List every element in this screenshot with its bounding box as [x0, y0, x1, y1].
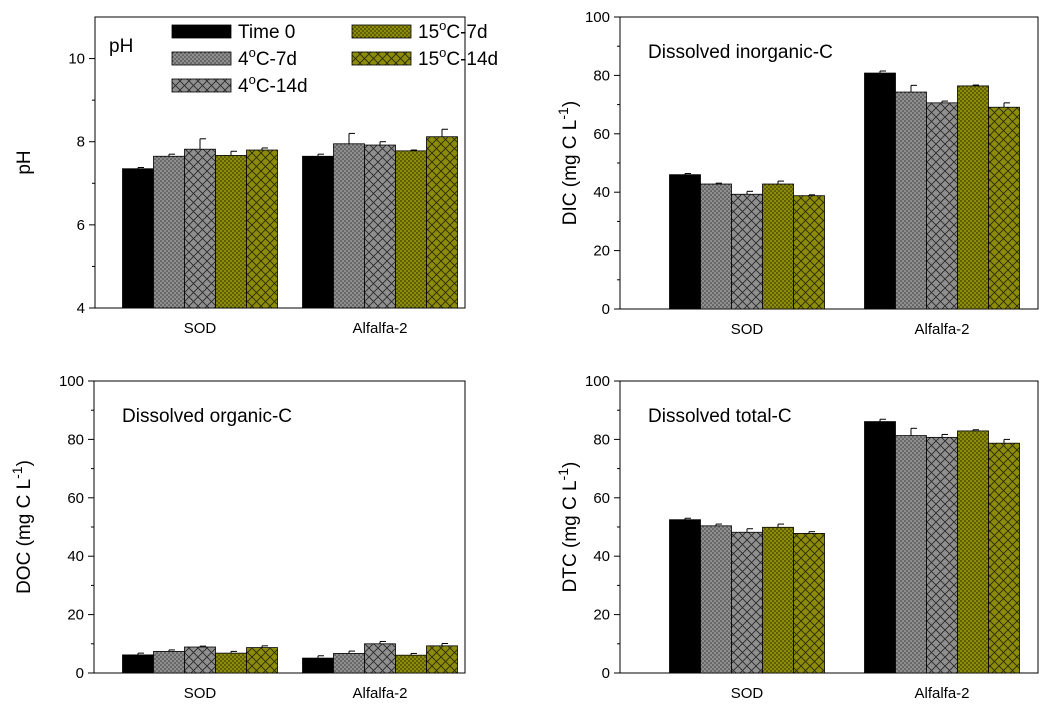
legend-label: 15oC-7d [418, 18, 488, 43]
x-tick-label: Alfalfa-2 [352, 685, 407, 702]
legend: Time 0 15oC-7d 4oC-7d 15oC-14d 4oC-14d [171, 18, 498, 97]
y-tick-label: 0 [602, 301, 610, 318]
legend-swatch [171, 78, 232, 93]
y-axis-label: pH [14, 150, 35, 174]
bar [153, 650, 185, 674]
bar [364, 144, 396, 309]
panel-title: Dissolved organic-C [122, 406, 292, 427]
panel-dtc: 0 20 40 60 80 100 DTC (mg C L-1) Dissolved tota… [555, 373, 1039, 702]
y-tick-label: 60 [593, 126, 610, 143]
x-tick-label: SOD [731, 685, 764, 702]
bar [669, 519, 701, 674]
legend-swatch [171, 24, 232, 39]
bar [762, 183, 794, 310]
bar [793, 533, 825, 674]
bar [669, 174, 701, 310]
legend-swatch [171, 51, 232, 66]
bar [302, 657, 334, 674]
bar [793, 195, 825, 310]
bar [895, 91, 927, 310]
chart-panels: 4 6 8 10 pH pH SOD Alfalfa-2 Time 0 15oC-7d 4oC-7d… [9, 9, 1039, 702]
panel-ph: 4 6 8 10 pH pH SOD Alfalfa-2 Time 0 15oC-7d 4oC-7d… [14, 16, 498, 337]
bar [364, 643, 396, 674]
x-tick-label: Alfalfa-2 [914, 321, 969, 338]
y-tick-label: 10 [68, 51, 85, 68]
bar [302, 155, 334, 309]
panel-title: pH [109, 36, 133, 57]
panel-title: Dissolved total-C [648, 406, 792, 427]
x-tick-label: SOD [184, 320, 217, 337]
bar [153, 155, 185, 309]
bar [731, 193, 763, 310]
y-tick-label: 40 [67, 548, 84, 565]
legend-label: 15oC-14d [418, 45, 498, 70]
legend-label: Time 0 [238, 22, 295, 43]
legend-swatch [351, 24, 412, 39]
bar [333, 143, 365, 309]
bar [246, 647, 278, 674]
panel-doc: 0 20 40 60 80 100 DOC (mg C L-1) Dissolved orga… [9, 373, 466, 702]
bar [122, 168, 154, 309]
bar [395, 150, 427, 309]
bar [762, 526, 794, 674]
y-tick-label: 20 [67, 607, 84, 624]
y-tick-label: 20 [593, 243, 610, 260]
y-tick-label: 4 [77, 300, 85, 317]
x-tick-label: SOD [731, 321, 764, 338]
bar [246, 149, 278, 309]
plot-frame [94, 16, 466, 309]
y-tick-label: 60 [593, 490, 610, 507]
y-tick-label: 100 [585, 373, 610, 390]
legend-label: 4oC-7d [238, 45, 297, 70]
bar [864, 72, 896, 310]
y-tick-label: 0 [602, 665, 610, 682]
bar [700, 183, 732, 310]
y-tick-label: 80 [67, 431, 84, 448]
legend-swatch [351, 51, 412, 66]
bar [184, 646, 216, 674]
bar [215, 652, 247, 674]
panel-dic: 0 20 40 60 80 100 DIC (mg C L-1) Dissolved inor… [555, 9, 1039, 338]
bar [426, 136, 458, 309]
x-tick-label: Alfalfa-2 [352, 320, 407, 337]
bar [926, 102, 958, 310]
bar [122, 654, 154, 674]
bar [988, 442, 1020, 674]
y-axis-label: DOC (mg C L-1) [9, 460, 35, 594]
x-tick-label: Alfalfa-2 [914, 685, 969, 702]
y-tick-label: 0 [76, 665, 84, 682]
y-tick-label: 40 [593, 548, 610, 565]
y-tick-label: 60 [67, 490, 84, 507]
y-tick-label: 8 [77, 134, 85, 151]
x-tick-label: SOD [184, 685, 217, 702]
y-tick-label: 40 [593, 184, 610, 201]
y-tick-label: 80 [593, 431, 610, 448]
bar [731, 531, 763, 674]
y-axis-label: DIC (mg C L-1) [555, 101, 581, 225]
y-tick-label: 6 [77, 217, 85, 234]
bar [957, 430, 989, 674]
legend-label: 4oC-14d [238, 72, 308, 97]
bar [215, 155, 247, 309]
bar [426, 645, 458, 674]
bar [895, 435, 927, 674]
bar [864, 421, 896, 674]
y-tick-label: 20 [593, 607, 610, 624]
bar [957, 85, 989, 310]
y-axis-label: DTC (mg C L-1) [555, 462, 581, 593]
bar [395, 654, 427, 674]
panel-title: Dissolved inorganic-C [648, 42, 833, 63]
bar [700, 525, 732, 674]
y-tick-label: 100 [585, 9, 610, 26]
bar [988, 106, 1020, 310]
bar [926, 436, 958, 674]
y-tick-label: 100 [59, 373, 84, 390]
bar [333, 653, 365, 674]
bar [184, 148, 216, 309]
y-tick-label: 80 [593, 67, 610, 84]
